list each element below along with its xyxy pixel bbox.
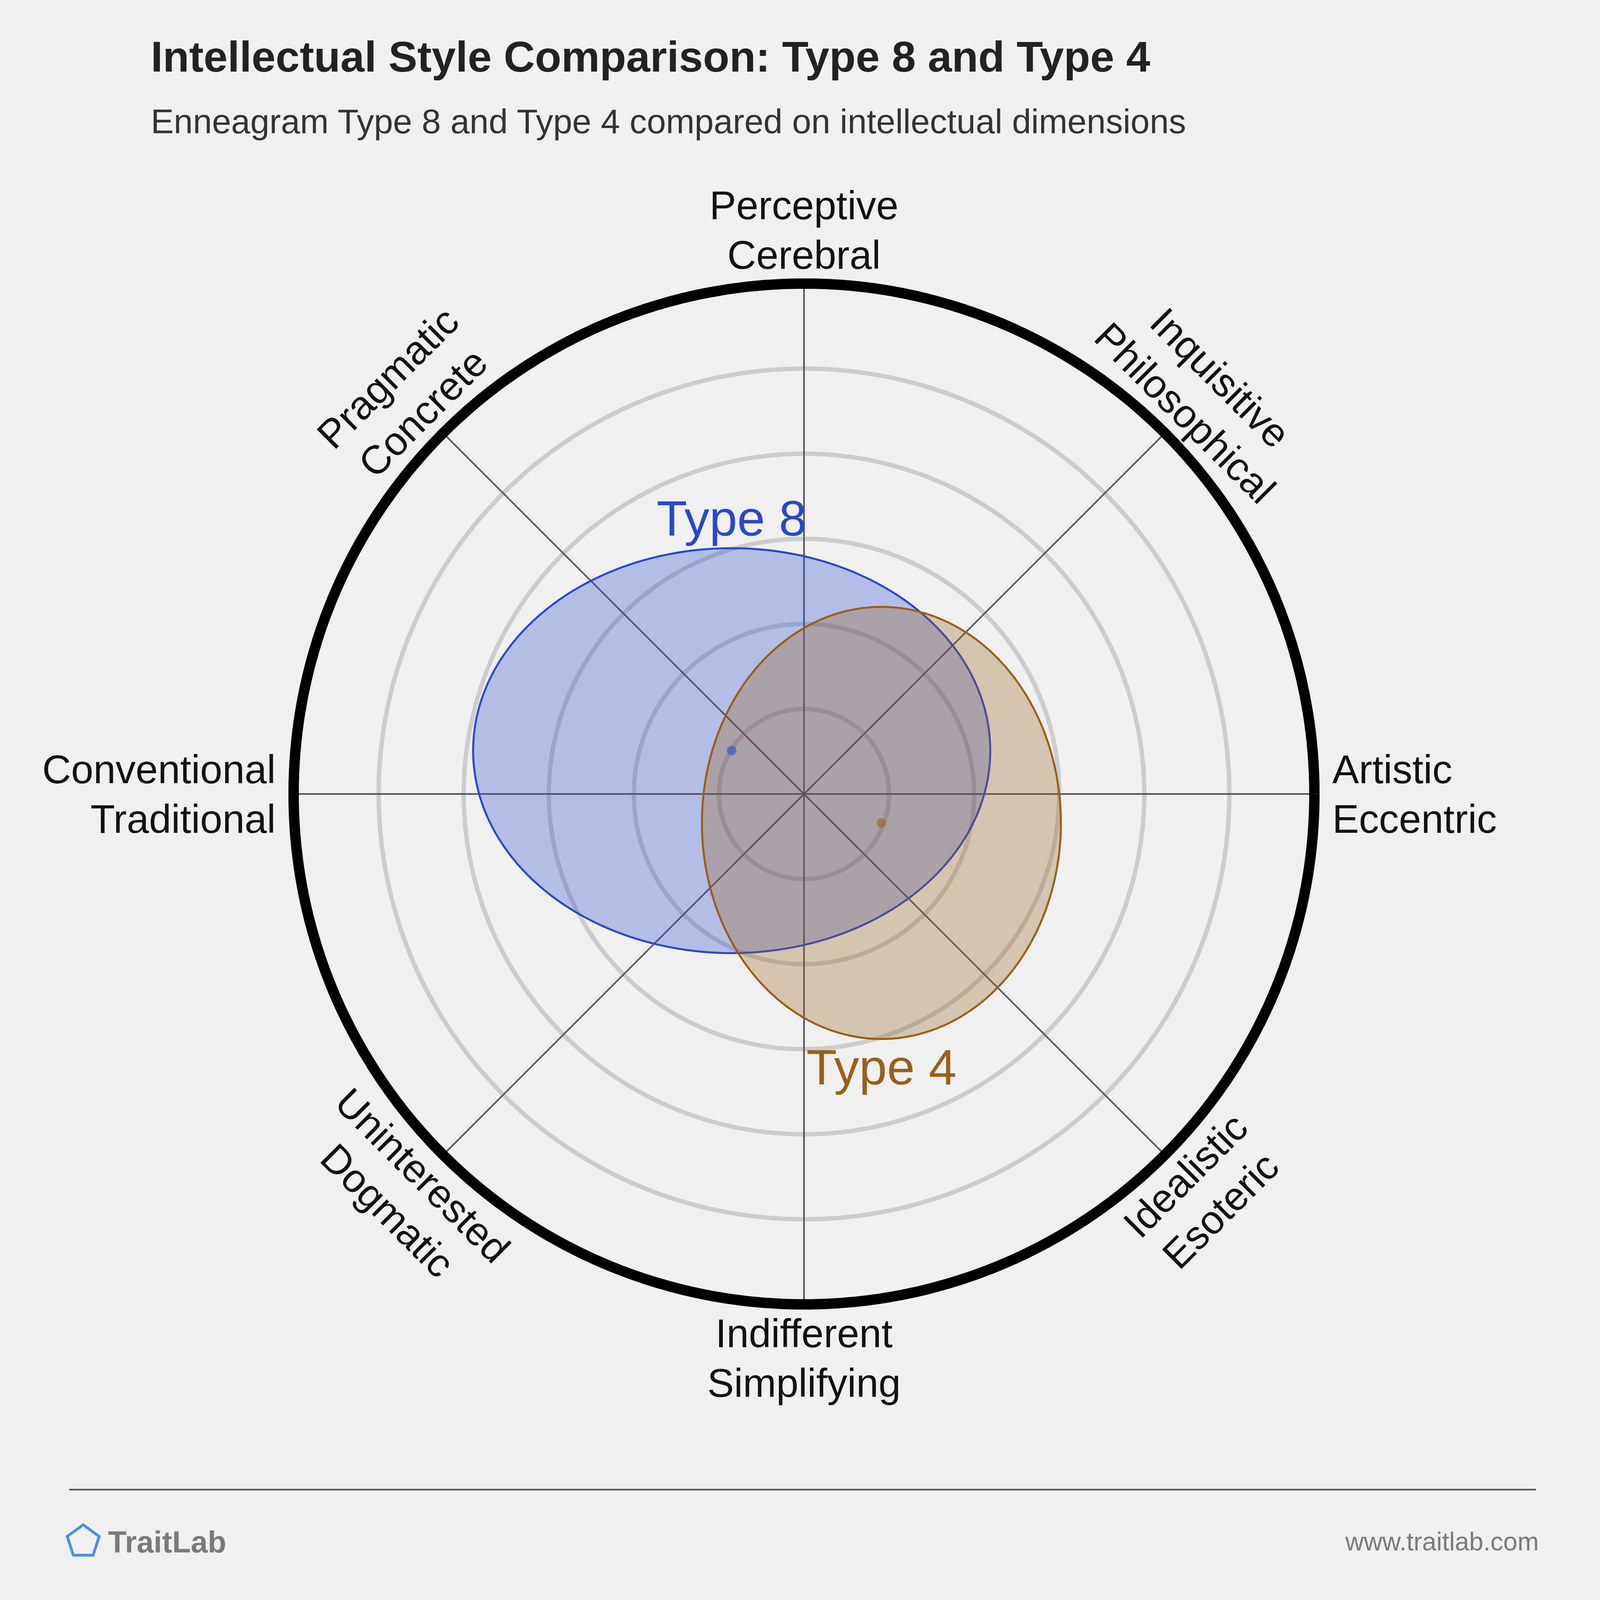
svg-text:Dogmatic: Dogmatic bbox=[312, 1134, 464, 1286]
svg-text:Perceptive: Perceptive bbox=[709, 182, 899, 228]
svg-text:Enneagram Type 8 and Type 4 co: Enneagram Type 8 and Type 4 compared on … bbox=[150, 102, 1186, 141]
svg-text:Eccentric: Eccentric bbox=[1332, 796, 1497, 842]
svg-text:Inquisitive: Inquisitive bbox=[1141, 298, 1300, 457]
svg-text:Esoteric: Esoteric bbox=[1153, 1143, 1288, 1278]
svg-text:Intellectual Style Comparison:: Intellectual Style Comparison: Type 8 an… bbox=[150, 32, 1151, 81]
svg-text:Uninterested: Uninterested bbox=[326, 1079, 519, 1272]
svg-text:Type 8: Type 8 bbox=[656, 490, 807, 546]
svg-text:Indifferent: Indifferent bbox=[715, 1310, 893, 1356]
svg-text:Artistic: Artistic bbox=[1332, 746, 1453, 792]
svg-text:Simplifying: Simplifying bbox=[707, 1360, 901, 1406]
svg-text:TraitLab: TraitLab bbox=[108, 1524, 227, 1559]
svg-text:Cerebral: Cerebral bbox=[727, 232, 881, 278]
svg-text:Concrete: Concrete bbox=[349, 339, 496, 486]
svg-text:Traditional: Traditional bbox=[90, 796, 276, 842]
svg-text:www.traitlab.com: www.traitlab.com bbox=[1344, 1527, 1539, 1556]
svg-text:Pragmatic: Pragmatic bbox=[308, 298, 468, 458]
svg-text:Idealistic: Idealistic bbox=[1114, 1104, 1257, 1247]
svg-text:Conventional: Conventional bbox=[42, 746, 276, 792]
svg-text:Type 4: Type 4 bbox=[806, 1039, 957, 1095]
svg-text:Philosophical: Philosophical bbox=[1086, 313, 1285, 512]
